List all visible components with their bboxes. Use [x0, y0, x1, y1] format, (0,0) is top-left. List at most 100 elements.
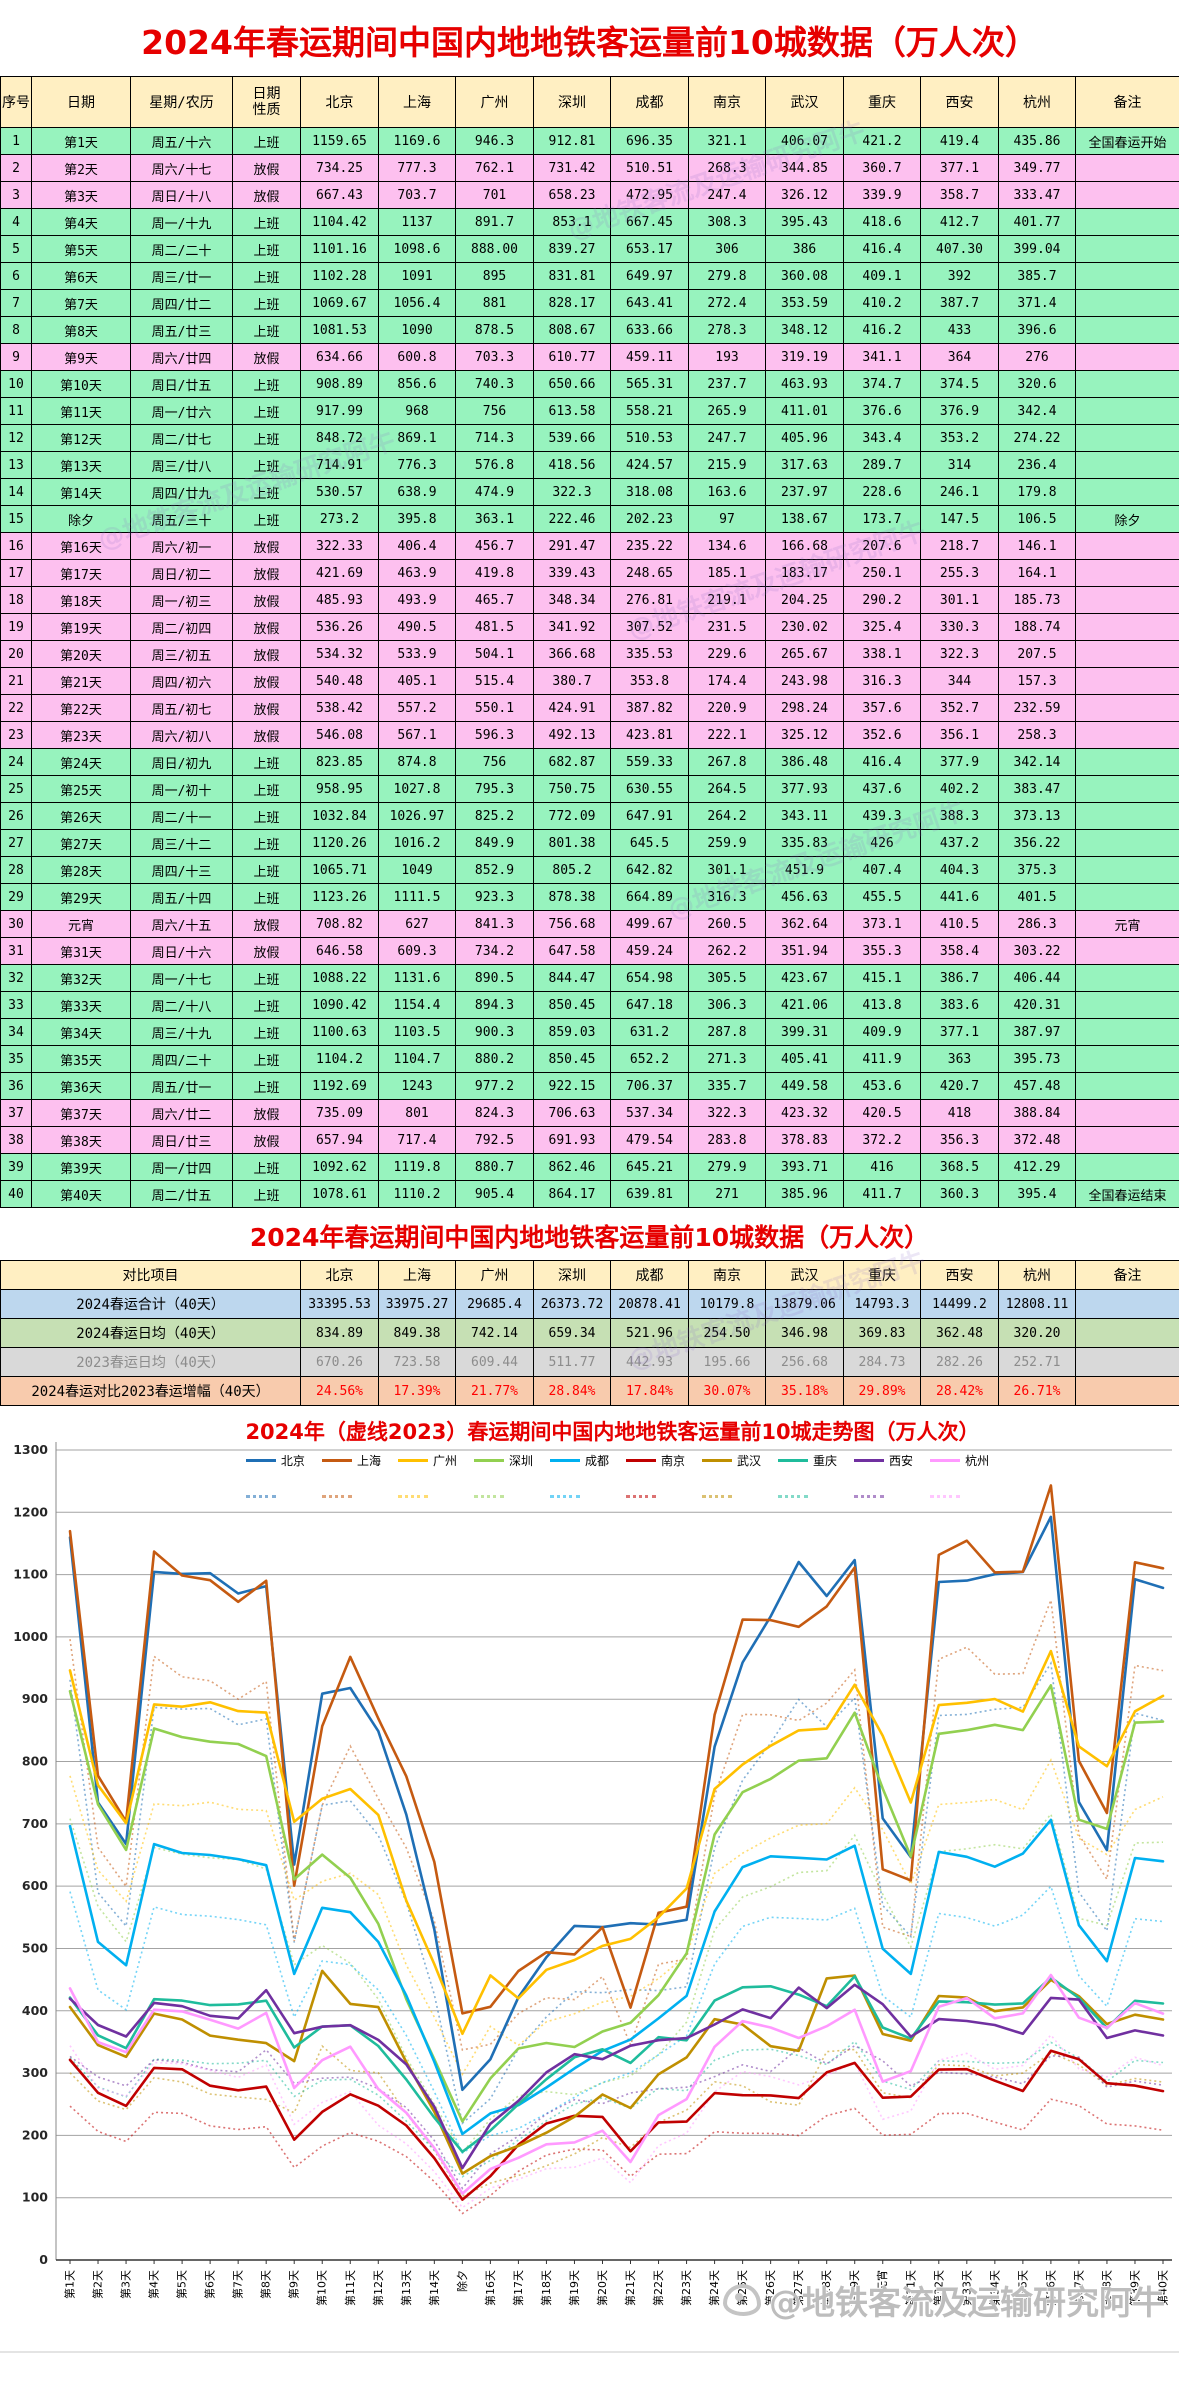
x-tick-label: 第31天	[903, 2270, 917, 2306]
row-meta-cell: 第35天	[31, 1045, 131, 1073]
row-meta-cell: 周日/廿三	[130, 1126, 233, 1154]
x-tick-label: 第12天	[371, 2270, 385, 2306]
note-cell	[1075, 262, 1179, 290]
row-meta-cell: 周六/廿四	[130, 343, 233, 371]
value-cell: 195.66	[688, 1347, 766, 1377]
value-cell: 841.3	[455, 910, 534, 938]
value-cell: 355.3	[843, 937, 921, 965]
series-2024-武汉	[68, 1969, 1165, 2175]
value-cell: 243.98	[765, 667, 844, 695]
value-cell: 449.58	[765, 1072, 844, 1100]
row-meta-cell: 周一/十九	[130, 208, 233, 236]
row-meta-cell: 放假	[232, 640, 301, 668]
value-cell: 218.7	[920, 532, 999, 560]
value-cell: 852.9	[455, 856, 534, 884]
value-cell: 890.5	[455, 964, 534, 992]
value-cell: 360.08	[765, 262, 844, 290]
y-tick-label: 1000	[13, 1629, 48, 1644]
value-cell: 174.4	[688, 667, 766, 695]
value-cell: 267.8	[688, 748, 766, 776]
y-tick-label: 1300	[13, 1442, 48, 1457]
value-cell: 274.22	[998, 424, 1076, 452]
value-cell: 220.9	[688, 694, 766, 722]
row-index: 18	[0, 586, 32, 614]
value-cell: 362.64	[765, 910, 844, 938]
value-cell: 301.1	[688, 856, 766, 884]
row-meta-cell: 周四/廿九	[130, 478, 233, 506]
row-meta-cell: 放假	[232, 532, 301, 560]
legend-line-solid	[778, 1459, 809, 1462]
header-cell: 重庆	[843, 1260, 921, 1290]
legend-item: 深圳	[473, 1452, 533, 1498]
value-cell: 850.45	[533, 1045, 611, 1073]
series-2024-上海	[68, 1484, 1165, 2015]
row-meta-cell: 周三/初五	[130, 640, 233, 668]
row-meta-cell: 周日/初二	[130, 559, 233, 587]
row-index: 4	[0, 208, 32, 236]
series-2024-杭州	[68, 1973, 1165, 2195]
row-meta-cell: 第40天	[31, 1180, 131, 1208]
value-cell: 1016.2	[378, 829, 456, 857]
value-cell: 653.17	[610, 235, 689, 263]
value-cell: 419.8	[455, 559, 534, 587]
row-meta-cell: 第24天	[31, 748, 131, 776]
value-cell: 14499.2	[920, 1289, 999, 1319]
row-meta-cell: 周一/初十	[130, 775, 233, 803]
value-cell: 652.2	[610, 1045, 689, 1073]
x-tick-label: 第34天	[987, 2270, 1001, 2306]
value-cell: 1103.5	[378, 1018, 456, 1046]
row-meta-cell: 上班	[232, 1180, 301, 1208]
row-meta-cell: 上班	[232, 397, 301, 425]
value-cell: 237.7	[688, 370, 766, 398]
value-cell: 756.68	[533, 910, 611, 938]
value-cell: 343.4	[843, 424, 921, 452]
value-cell: 333.47	[998, 181, 1076, 209]
value-cell: 338.1	[843, 640, 921, 668]
row-index: 35	[0, 1045, 32, 1073]
value-cell: 701	[455, 181, 534, 209]
value-cell: 410.2	[843, 289, 921, 317]
value-cell: 265.67	[765, 640, 844, 668]
value-cell: 576.8	[455, 451, 534, 479]
value-cell: 219.1	[688, 586, 766, 614]
row-meta-cell: 周一/廿六	[130, 397, 233, 425]
value-cell: 373.1	[843, 910, 921, 938]
value-cell: 558.21	[610, 397, 689, 425]
row-index: 33	[0, 991, 32, 1019]
row-meta-cell: 第23天	[31, 721, 131, 749]
value-cell: 849.9	[455, 829, 534, 857]
table-row: 28 第28天 周四/十三 上班 1065.71 1049 852.9 805.2 642.82…	[0, 856, 1179, 884]
note-cell: 全国春运结束	[1075, 1180, 1179, 1208]
value-cell: 439.3	[843, 802, 921, 830]
row-meta-cell: 上班	[232, 1045, 301, 1073]
row-meta-cell: 上班	[232, 208, 301, 236]
value-cell: 878.5	[455, 316, 534, 344]
value-cell: 416.2	[843, 316, 921, 344]
note-cell	[1075, 1318, 1179, 1348]
row-meta-cell: 放假	[232, 343, 301, 371]
row-meta-cell: 第20天	[31, 640, 131, 668]
row-index: 36	[0, 1072, 32, 1100]
table-row: 36 第36天 周五/廿一 上班 1192.69 1243 977.2 922.15 706.3…	[0, 1072, 1179, 1100]
table-row: 21 第21天 周四/初六 放假 540.48 405.1 515.4 380.7 353.8 1…	[0, 667, 1179, 695]
note-cell	[1075, 991, 1179, 1019]
value-cell: 405.96	[765, 424, 844, 452]
row-index: 28	[0, 856, 32, 884]
value-cell: 406.4	[378, 532, 456, 560]
weibo-icon	[723, 2284, 761, 2316]
x-tick-label: 第27天	[791, 2270, 805, 2306]
note-cell: 元宵	[1075, 910, 1179, 938]
value-cell: 375.3	[998, 856, 1076, 884]
value-cell: 368.5	[920, 1153, 999, 1181]
row-meta-cell: 周五/十六	[130, 127, 233, 155]
value-cell: 289.7	[843, 451, 921, 479]
value-cell: 326.12	[765, 181, 844, 209]
legend-item: 重庆	[778, 1452, 837, 1498]
row-index: 1	[0, 127, 32, 155]
header-cell: 备注	[1075, 1260, 1179, 1290]
row-meta-cell: 周五/三十	[130, 505, 233, 533]
row-index: 34	[0, 1018, 32, 1046]
row-meta-cell: 第22天	[31, 694, 131, 722]
value-cell: 539.66	[533, 424, 611, 452]
table-row: 19 第19天 周二/初四 放假 536.26 490.5 481.5 341.92 307.5…	[0, 613, 1179, 641]
